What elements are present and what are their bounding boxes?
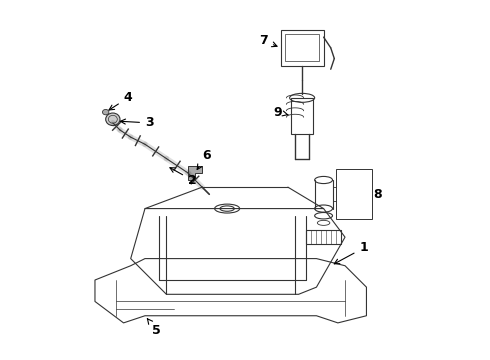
Text: 3: 3 <box>121 116 153 129</box>
Text: 7: 7 <box>259 34 277 47</box>
Text: 2: 2 <box>170 168 196 186</box>
Text: 9: 9 <box>273 106 288 119</box>
Text: 4: 4 <box>109 91 132 110</box>
Text: 8: 8 <box>373 188 382 201</box>
Text: 6: 6 <box>197 149 211 170</box>
Ellipse shape <box>102 109 109 115</box>
Text: 1: 1 <box>334 242 368 264</box>
Ellipse shape <box>106 113 120 126</box>
Polygon shape <box>188 166 202 180</box>
Text: 5: 5 <box>147 319 161 337</box>
